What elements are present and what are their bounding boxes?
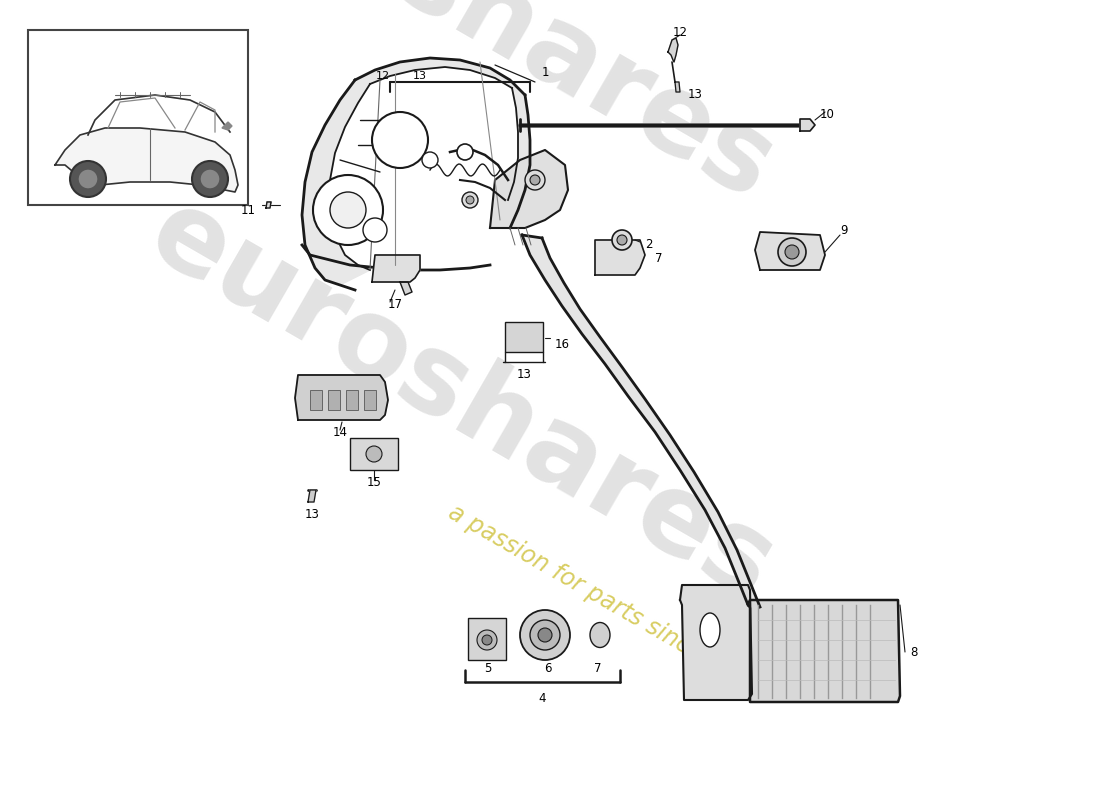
Text: 6: 6 (544, 662, 552, 674)
Text: 13: 13 (412, 71, 427, 81)
Text: 12: 12 (376, 71, 390, 81)
Text: 7: 7 (594, 662, 602, 674)
Circle shape (617, 235, 627, 245)
Text: 8: 8 (910, 646, 917, 658)
Text: 12: 12 (672, 26, 688, 38)
Ellipse shape (701, 614, 719, 646)
Circle shape (422, 152, 438, 168)
Circle shape (456, 144, 473, 160)
Polygon shape (372, 255, 420, 282)
Circle shape (525, 170, 544, 190)
Text: 13: 13 (517, 369, 531, 382)
Text: euroshares: euroshares (131, 178, 793, 622)
Circle shape (200, 169, 220, 189)
Text: 5: 5 (484, 662, 492, 674)
Text: 13: 13 (688, 89, 703, 102)
Text: 13: 13 (305, 509, 319, 522)
Text: 15: 15 (366, 475, 382, 489)
Circle shape (192, 161, 228, 197)
Polygon shape (595, 240, 645, 275)
Bar (468, 618, 506, 660)
Polygon shape (266, 202, 271, 208)
Polygon shape (400, 282, 412, 295)
Text: 4: 4 (538, 691, 546, 705)
Bar (310, 390, 322, 410)
Circle shape (520, 610, 570, 660)
Circle shape (314, 175, 383, 245)
Circle shape (330, 192, 366, 228)
Text: 16: 16 (556, 338, 570, 351)
Text: a passion for parts since 1985: a passion for parts since 1985 (444, 500, 766, 700)
Polygon shape (680, 585, 752, 700)
Text: 11: 11 (241, 203, 255, 217)
Circle shape (530, 175, 540, 185)
Polygon shape (522, 235, 760, 607)
Polygon shape (55, 128, 238, 192)
Circle shape (462, 192, 478, 208)
Circle shape (477, 630, 497, 650)
Bar (346, 390, 358, 410)
Polygon shape (222, 122, 232, 130)
Polygon shape (508, 88, 530, 228)
Bar (505, 322, 543, 352)
Text: 2: 2 (645, 238, 652, 251)
Circle shape (530, 620, 560, 650)
Polygon shape (668, 38, 678, 62)
Text: 7: 7 (654, 251, 662, 265)
Polygon shape (748, 600, 900, 702)
Circle shape (366, 446, 382, 462)
Text: 1: 1 (541, 66, 549, 79)
Circle shape (70, 161, 106, 197)
Text: 10: 10 (820, 109, 835, 122)
Circle shape (538, 628, 552, 642)
Text: 14: 14 (332, 426, 348, 438)
Circle shape (785, 245, 799, 259)
Circle shape (778, 238, 806, 266)
Text: 17: 17 (387, 298, 403, 310)
Polygon shape (755, 232, 825, 270)
Circle shape (612, 230, 632, 250)
Circle shape (466, 196, 474, 204)
Polygon shape (308, 490, 316, 502)
Bar (350, 438, 398, 470)
Bar (328, 390, 340, 410)
Text: euroshares: euroshares (131, 0, 793, 222)
Polygon shape (800, 119, 815, 131)
Circle shape (78, 169, 98, 189)
Polygon shape (88, 95, 230, 135)
Circle shape (363, 218, 387, 242)
Circle shape (482, 635, 492, 645)
Ellipse shape (590, 622, 610, 647)
Polygon shape (295, 375, 388, 420)
Polygon shape (302, 80, 370, 285)
Polygon shape (355, 58, 525, 95)
Text: 9: 9 (840, 223, 847, 237)
Bar (28, 30, 248, 205)
Polygon shape (675, 82, 680, 92)
Polygon shape (490, 150, 568, 228)
Bar (364, 390, 376, 410)
Circle shape (372, 112, 428, 168)
